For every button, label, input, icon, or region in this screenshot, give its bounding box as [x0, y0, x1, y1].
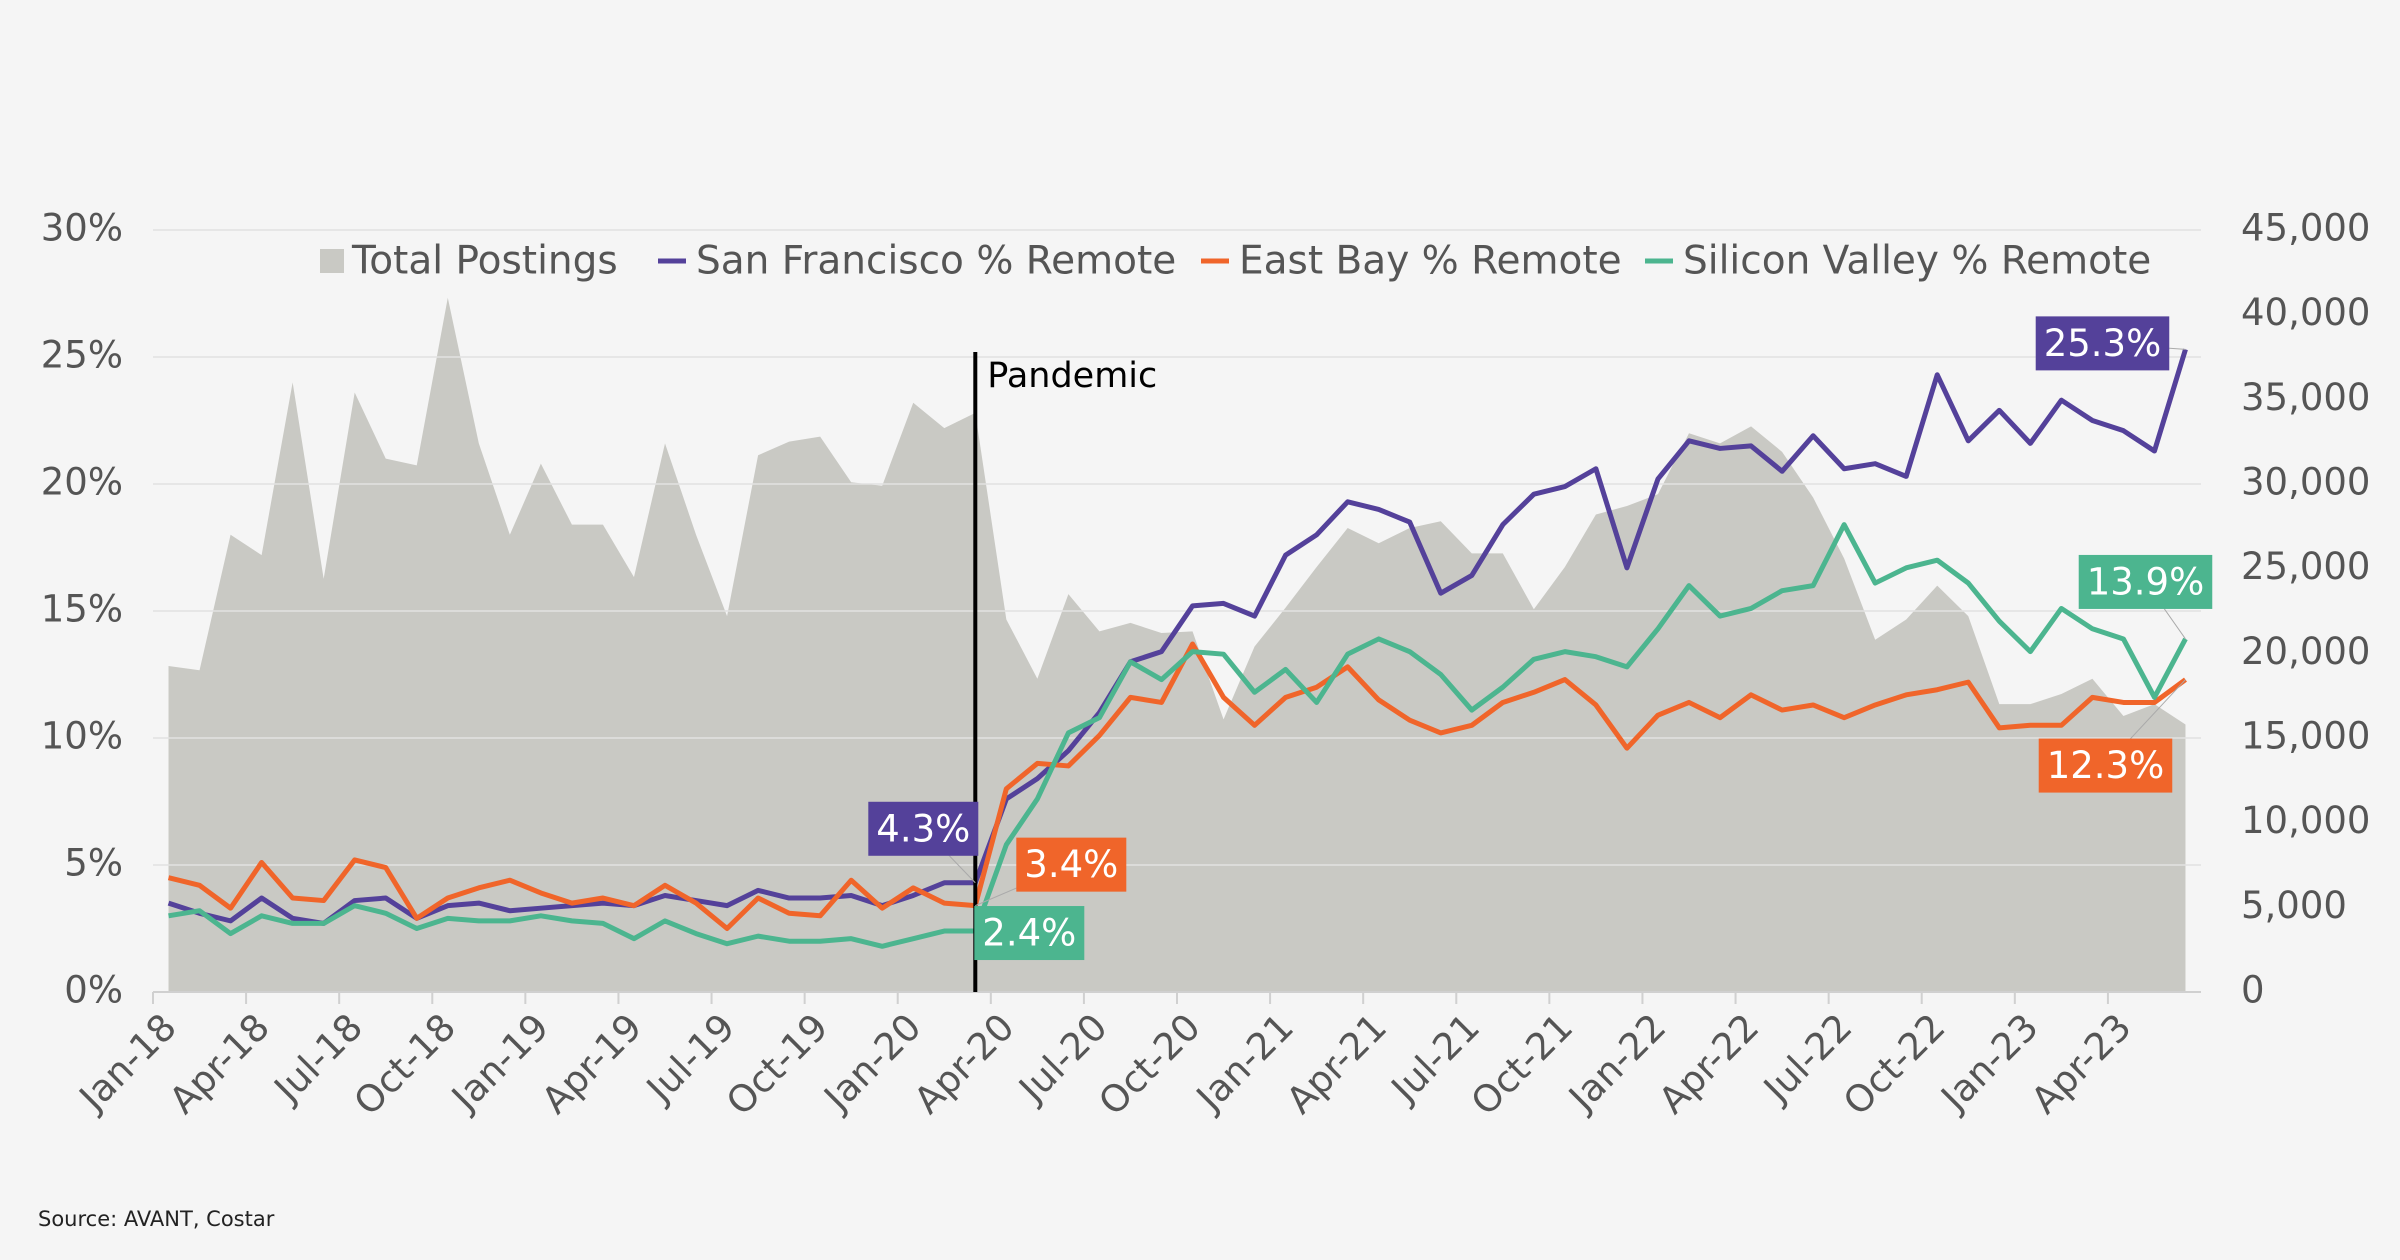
line: [167, 348, 2188, 926]
line: [167, 641, 2187, 931]
y-tick-label: 5%: [64, 842, 123, 885]
y2-tick-label: 35,000: [2241, 376, 2370, 419]
value-label-box: [868, 801, 979, 856]
value-label-box: [2078, 554, 2213, 609]
line: [168, 522, 2188, 949]
y-tick-label: 15%: [41, 588, 123, 631]
y2-tick-label: 15,000: [2241, 715, 2370, 758]
value-label-box: [2035, 316, 2170, 371]
value-label: 2.4%: [974, 906, 1085, 961]
legend-label: San Francisco % Remote: [696, 239, 1176, 284]
y-tick-label: 20%: [41, 461, 123, 504]
value-label-text: 25.3%: [2044, 322, 2162, 365]
y-tick-label: 0%: [64, 969, 123, 1012]
y2-tick-label: 45,000: [2241, 207, 2370, 250]
y2-tick-label: 5,000: [2241, 884, 2347, 927]
value-label: 3.4%: [1016, 837, 1127, 892]
y2-tick-label: 25,000: [2241, 545, 2370, 588]
value-label-box: [1016, 837, 1127, 892]
y2-tick-label: 40,000: [2241, 291, 2370, 334]
value-label-text: 12.3%: [2047, 744, 2165, 787]
value-label-box: [974, 906, 1085, 961]
annotation: Pandemic: [987, 356, 1157, 396]
area: [168, 297, 2186, 992]
value-label: 12.3%: [2038, 738, 2173, 793]
value-label-text: 13.9%: [2087, 560, 2205, 603]
value-label-box: [2038, 738, 2173, 793]
value-label-text: 4.3%: [876, 807, 970, 850]
y2-tick-label: 30,000: [2241, 461, 2370, 504]
legend-swatch: [320, 249, 344, 273]
y-tick-label: 25%: [41, 334, 123, 377]
value-label-text: 3.4%: [1024, 843, 1118, 886]
source: Source: AVANT, Costar: [38, 1207, 275, 1231]
value-label: 25.3%: [2035, 316, 2170, 371]
y2-tick-label: 10,000: [2241, 799, 2370, 842]
value-label: 4.3%: [868, 801, 979, 856]
value-label-text: 2.4%: [982, 912, 1076, 955]
y-tick-label: 30%: [41, 207, 123, 250]
legend-label: East Bay % Remote: [1239, 239, 1622, 284]
legend-label: Total Postings: [351, 239, 618, 284]
value-label: 13.9%: [2078, 554, 2213, 609]
y-tick-label: 10%: [41, 715, 123, 758]
y2-tick-label: 20,000: [2241, 630, 2370, 673]
legend-label: Silicon Valley % Remote: [1683, 239, 2151, 284]
y2-tick-label: 0: [2241, 969, 2265, 1012]
